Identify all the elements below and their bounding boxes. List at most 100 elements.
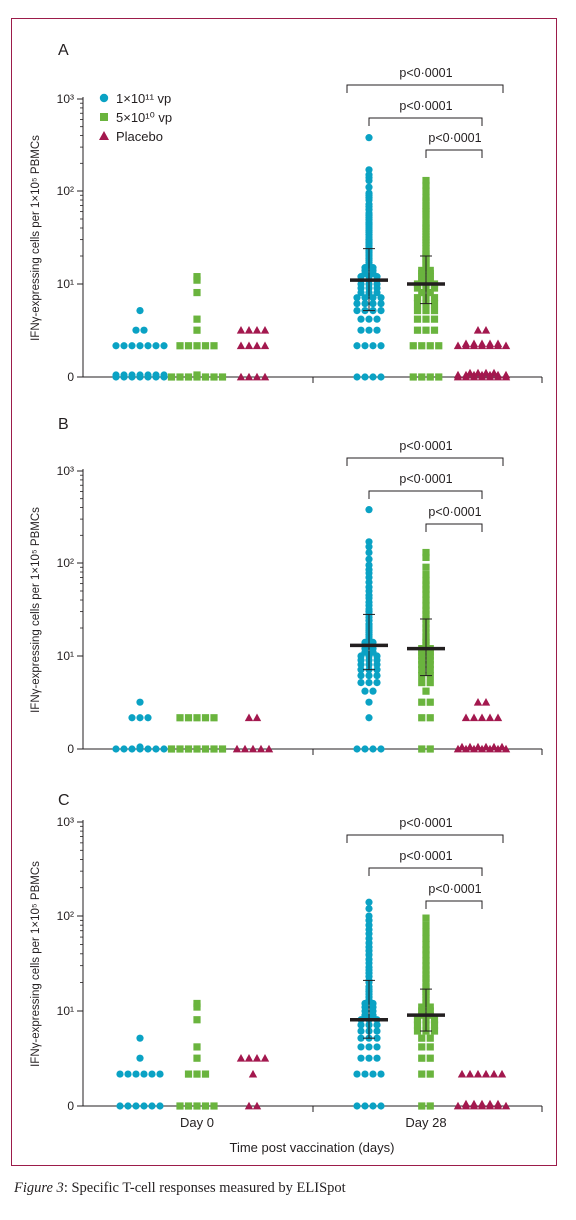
- data-point: [481, 1069, 491, 1078]
- data-point: [418, 1054, 426, 1062]
- y-tick-label: 10³: [57, 815, 74, 829]
- x-category-label: Day 28: [405, 1115, 446, 1130]
- series-square-day0: [167, 714, 227, 753]
- series-square-day0: [176, 999, 218, 1110]
- data-point: [422, 571, 430, 579]
- data-point: [426, 698, 434, 706]
- data-point: [136, 1034, 144, 1042]
- series-triangle-day28: [453, 1069, 511, 1110]
- data-point: [210, 342, 218, 350]
- data-point: [252, 372, 262, 381]
- data-point: [473, 325, 483, 334]
- p-value-label: p<0·0001: [399, 66, 452, 80]
- comparison-bracket: [368, 117, 483, 126]
- data-point: [128, 371, 136, 379]
- data-point: [260, 1053, 270, 1062]
- data-point: [426, 288, 434, 297]
- data-point: [156, 1070, 164, 1078]
- data-point: [148, 1070, 156, 1078]
- data-point: [193, 288, 201, 297]
- data-point: [232, 744, 242, 753]
- data-point: [357, 1027, 365, 1035]
- data-point: [210, 745, 218, 753]
- data-point: [418, 745, 426, 753]
- data-point: [473, 697, 483, 706]
- legend-label: 1×10¹¹ vp: [116, 91, 171, 106]
- data-point: [422, 548, 430, 557]
- y-tick-label: 0: [67, 370, 74, 384]
- data-point: [422, 978, 430, 987]
- data-point: [497, 742, 507, 751]
- data-point: [136, 306, 144, 315]
- data-point: [377, 342, 385, 350]
- legend: 1×10¹¹ vp 5×10¹⁰ vp Placebo: [99, 91, 172, 144]
- data-point: [430, 1027, 439, 1035]
- data-point: [184, 714, 193, 722]
- data-point: [430, 284, 439, 292]
- data-point: [497, 1069, 507, 1078]
- data-point: [160, 342, 168, 350]
- data-point: [493, 370, 503, 379]
- data-point: [422, 563, 430, 571]
- data-point: [152, 371, 160, 379]
- data-point: [132, 326, 140, 334]
- data-point: [236, 372, 246, 381]
- data-point: [248, 744, 258, 753]
- data-point: [128, 745, 136, 753]
- data-point: [193, 326, 201, 334]
- data-point: [422, 610, 430, 619]
- data-point: [418, 1003, 426, 1011]
- data-point: [435, 342, 443, 350]
- data-point: [489, 1069, 499, 1078]
- data-point: [369, 300, 377, 308]
- data-point: [365, 561, 373, 569]
- data-point: [140, 1070, 148, 1078]
- data-point: [201, 745, 210, 753]
- data-point: [422, 914, 430, 922]
- data-point: [422, 215, 430, 223]
- data-point: [353, 300, 361, 308]
- data-point: [461, 744, 471, 753]
- data-point: [201, 373, 210, 381]
- comparison-bracket: [368, 490, 483, 499]
- series-circle-day0: [112, 698, 168, 753]
- data-point: [260, 372, 270, 381]
- data-point: [193, 273, 201, 281]
- data-point: [426, 1054, 434, 1062]
- data-point: [244, 325, 254, 334]
- data-point: [453, 370, 463, 379]
- data-point: [144, 714, 152, 722]
- data-point: [236, 325, 246, 334]
- data-point: [461, 339, 471, 348]
- data-point: [485, 713, 495, 722]
- series-triangle-day0: [232, 713, 274, 753]
- data-point: [377, 1070, 385, 1078]
- legend-marker: [99, 93, 109, 103]
- data-point: [361, 745, 369, 753]
- data-point: [365, 171, 373, 179]
- legend-marker: [99, 131, 109, 140]
- data-point: [418, 1034, 426, 1042]
- data-point: [409, 373, 417, 381]
- y-tick-label: 10³: [57, 92, 74, 106]
- data-point: [357, 672, 365, 680]
- data-point: [361, 1070, 369, 1078]
- data-point: [357, 315, 365, 323]
- data-point: [256, 744, 266, 753]
- data-point: [422, 219, 430, 227]
- data-point: [413, 1016, 422, 1024]
- y-axis-label: IFNγ-expressing cells per 1×10⁵ PBMCs: [30, 861, 42, 1067]
- data-point: [218, 373, 227, 381]
- data-point: [373, 666, 381, 674]
- y-axis-label: IFNγ-expressing cells per 1×10⁵ PBMCs: [30, 135, 42, 341]
- data-point: [373, 326, 381, 334]
- data-point: [461, 713, 471, 722]
- data-point: [418, 373, 426, 381]
- data-point: [184, 1070, 193, 1078]
- data-point: [140, 326, 148, 334]
- data-point: [422, 581, 430, 589]
- data-point: [264, 744, 274, 753]
- data-point: [469, 744, 479, 753]
- figure-frame: [11, 18, 557, 1166]
- data-point: [418, 698, 426, 706]
